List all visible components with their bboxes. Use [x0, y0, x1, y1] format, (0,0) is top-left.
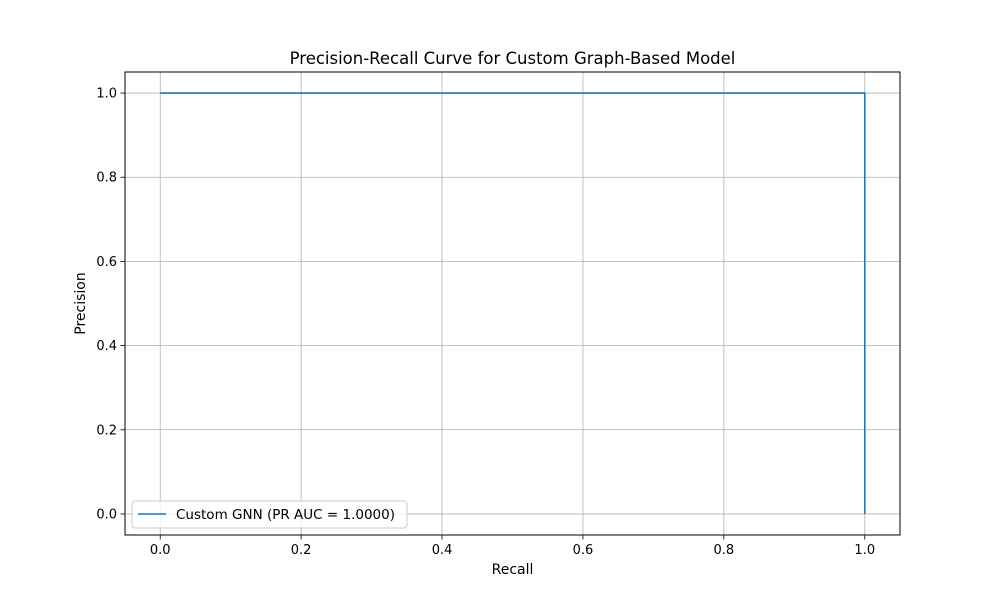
y-tick-label: 1.0	[96, 87, 117, 102]
axis-ticks: 0.0 0.2 0.4 0.6 0.8 1.0 0.0 0.2 0.4 0.6 0.8 1.0	[96, 87, 875, 558]
x-tick-label: 0.0	[150, 543, 171, 558]
x-tick-label: 0.6	[573, 543, 594, 558]
legend-box	[131, 500, 408, 529]
plot-frame	[124, 71, 901, 536]
x-tick-label: 0.8	[714, 543, 735, 558]
y-tick-label: 0.0	[96, 507, 117, 522]
y-tick-label: 0.6	[96, 255, 117, 270]
grid-lines	[125, 72, 900, 535]
y-tick-label: 0.4	[96, 339, 117, 354]
y-tick-label: 0.2	[96, 423, 117, 438]
legend: Custom GNN (PR AUC = 1.0000)	[131, 500, 408, 529]
x-tick-label: 0.4	[432, 543, 453, 558]
x-tick-label: 0.2	[291, 543, 312, 558]
x-tick-label: 1.0	[854, 543, 875, 558]
pr-curve-line	[160, 92, 866, 514]
chart-title: Precision-Recall Curve for Custom Graph-…	[290, 49, 736, 68]
x-axis-label: Recall	[492, 562, 534, 578]
y-axis-label: Precision	[73, 272, 89, 334]
legend-label: Custom GNN (PR AUC = 1.0000)	[176, 507, 395, 523]
plot-series	[160, 92, 866, 514]
y-tick-label: 0.8	[96, 171, 117, 186]
